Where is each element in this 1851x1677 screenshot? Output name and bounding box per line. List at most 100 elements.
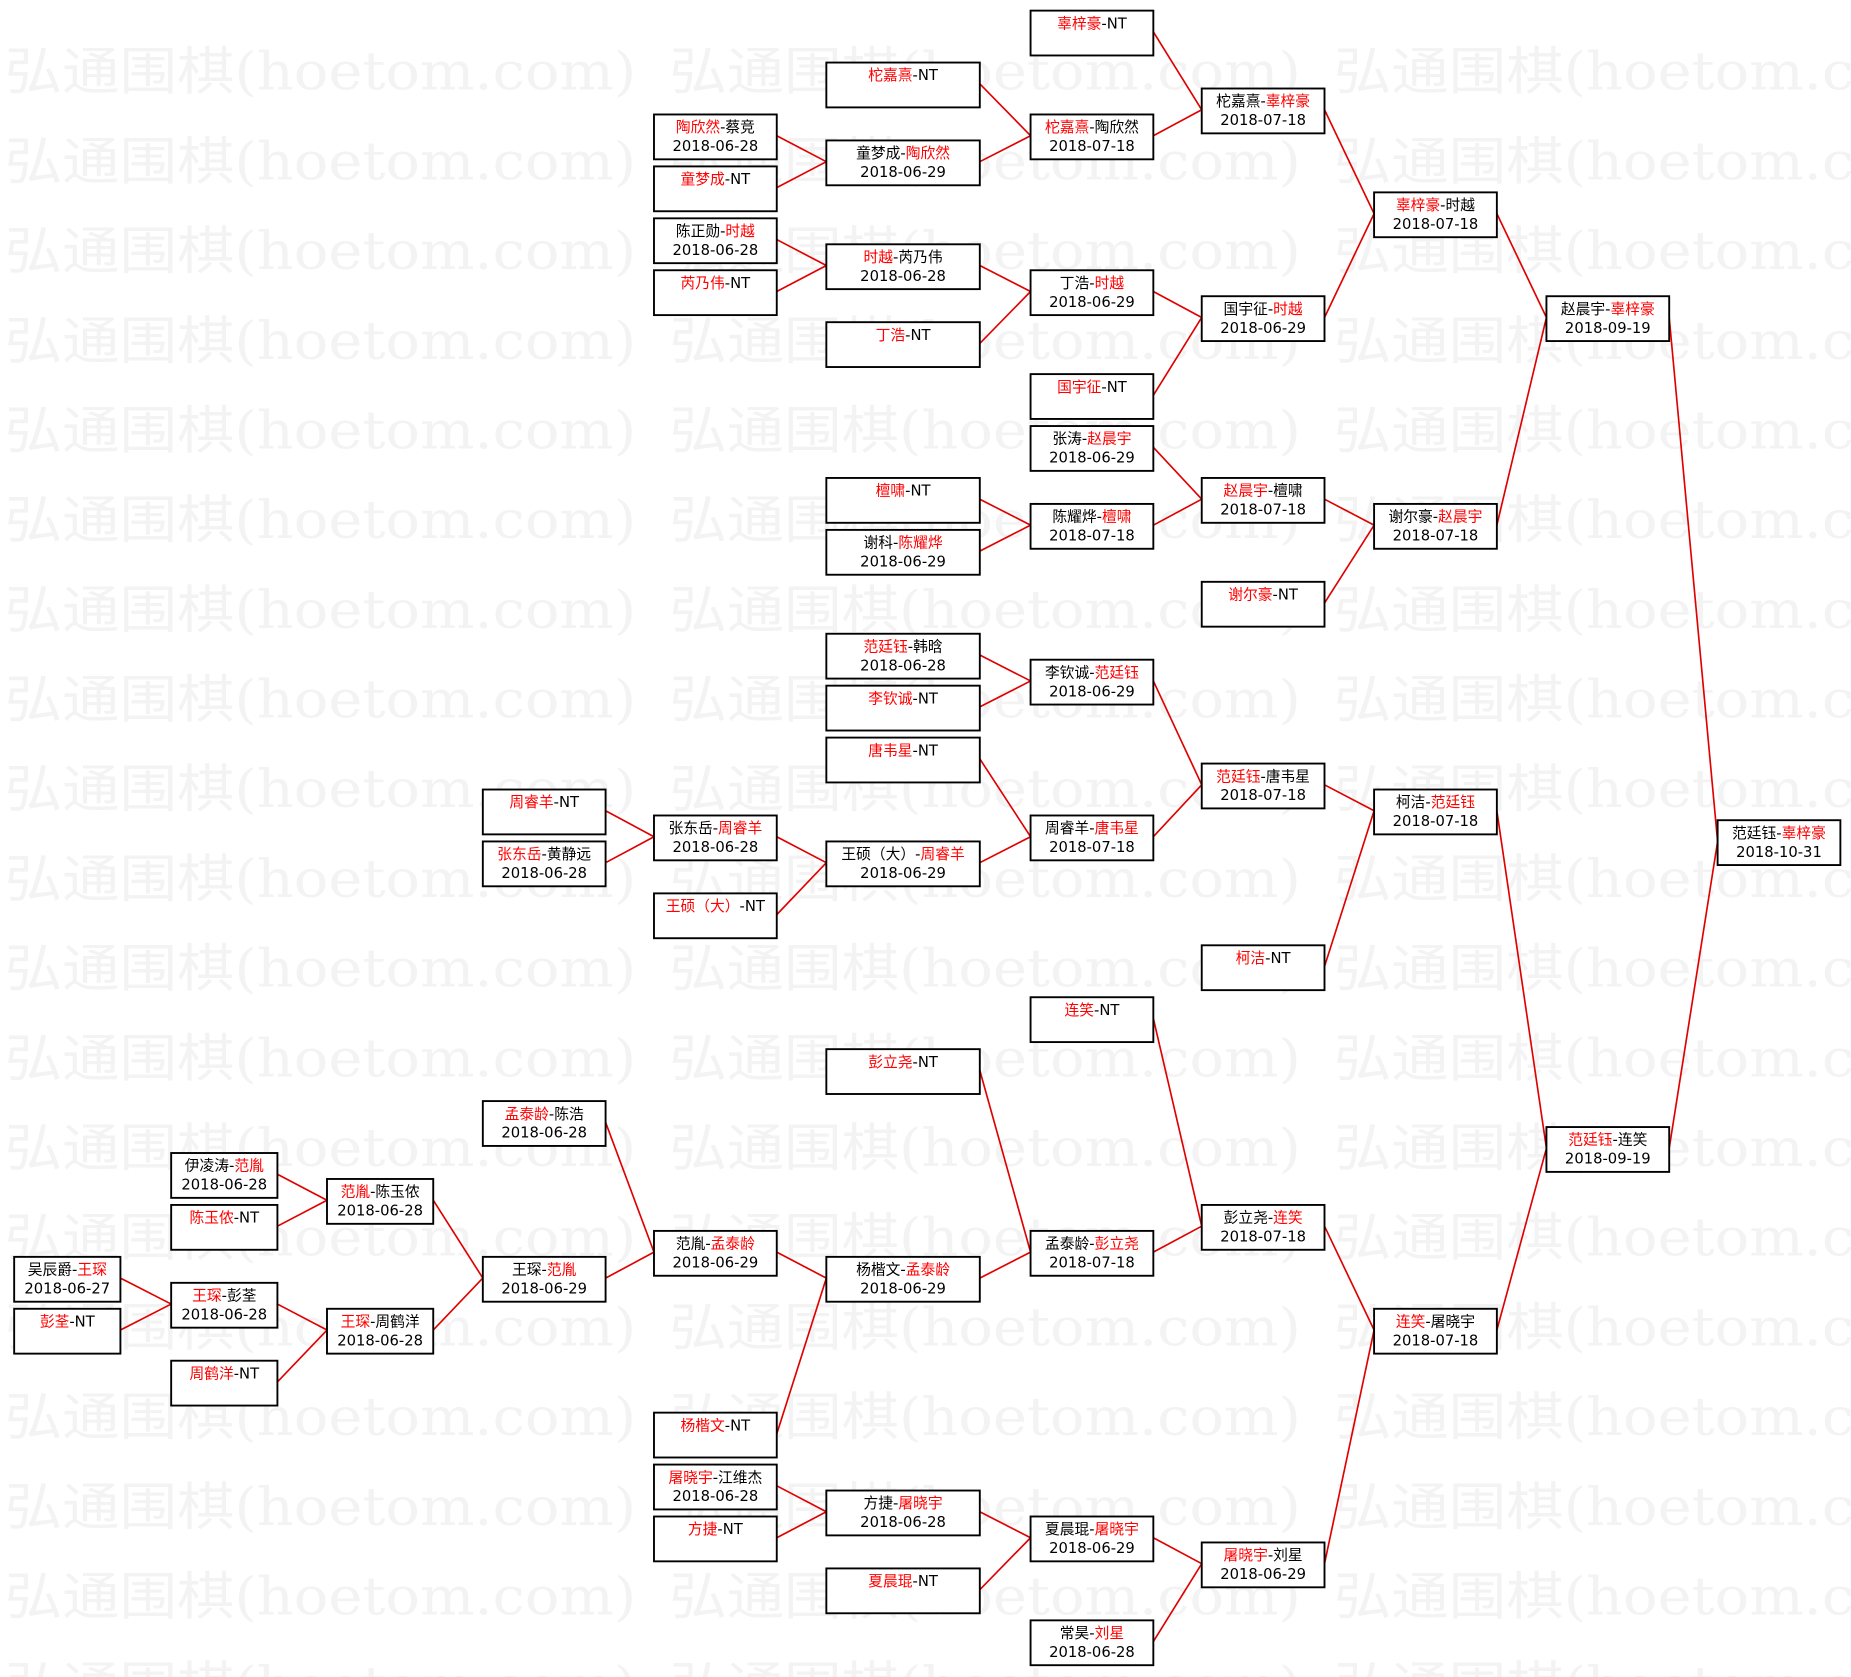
bracket-connector <box>1323 109 1375 214</box>
match-box[interactable]: 辜梓豪-时越 2018-07-18 <box>1373 191 1498 239</box>
separator: - <box>893 535 898 552</box>
match-box[interactable]: 童梦成-陶欣然 2018-06-29 <box>825 139 981 187</box>
match-box[interactable]: 陈耀烨-檀啸 2018-07-18 <box>1029 502 1155 550</box>
match-box[interactable]: 丁浩-NT <box>825 321 981 368</box>
match-box[interactable]: 连笑-屠晓宇 2018-07-18 <box>1373 1307 1498 1355</box>
match-players: 檀啸-NT <box>876 482 932 500</box>
match-box[interactable]: 陶欣然-蔡竞 2018-06-28 <box>653 113 778 161</box>
match-box[interactable]: 周鹤洋-NT <box>170 1359 279 1407</box>
match-box[interactable]: 范廷钰-韩晗 2018-06-28 <box>825 632 981 680</box>
match-date: 2018-07-18 <box>1393 1332 1479 1349</box>
match-box[interactable]: 赵晨宇-辜梓豪 2018-09-19 <box>1545 295 1671 343</box>
match-box[interactable]: 范廷钰-辜梓豪 2018-10-31 <box>1716 819 1842 866</box>
watermark-text: 弘通围棋(hoetom.com) <box>5 491 637 551</box>
match-box[interactable]: 柯洁-范廷钰 2018-07-18 <box>1373 788 1498 836</box>
match-box-frame <box>825 61 981 109</box>
match-box[interactable]: 李钦诚-范廷钰 2018-06-29 <box>1029 658 1155 706</box>
match-box[interactable]: 张东岳-黄静远 2018-06-28 <box>481 840 607 888</box>
player-1: 辜梓豪 <box>1057 15 1101 32</box>
match-box[interactable]: 赵晨宇-檀啸 2018-07-18 <box>1200 477 1326 524</box>
match-box[interactable]: 陈玉侬-NT <box>170 1203 279 1251</box>
match-box[interactable]: 童梦成-NT <box>653 165 778 213</box>
match-box-frame <box>1029 814 1155 862</box>
match-players: 丁浩-时越 <box>1060 275 1125 292</box>
player-1: 王琛 <box>341 1313 371 1330</box>
match-box[interactable]: 伊凌涛-范胤 2018-06-28 <box>170 1152 279 1199</box>
player-1: 国宇征 <box>1057 379 1102 396</box>
match-box-frame <box>825 632 981 680</box>
match-box[interactable]: 王琛-周鹤洋 2018-06-28 <box>326 1307 435 1355</box>
match-box[interactable]: 范廷钰-唐韦星 2018-07-18 <box>1200 762 1326 810</box>
bracket-connector <box>277 1173 328 1201</box>
match-box[interactable]: 谢尔豪-NT <box>1200 580 1326 628</box>
match-players: 范廷钰-辜梓豪 <box>1732 825 1826 842</box>
match-box[interactable]: 国宇征-NT <box>1029 373 1155 420</box>
bracket-connector <box>1324 784 1375 812</box>
separator: - <box>893 1495 898 1512</box>
bracket-connector <box>277 1199 328 1227</box>
match-box[interactable]: 柁嘉熹-陶欣然 2018-07-18 <box>1029 113 1155 161</box>
match-box[interactable]: 时越-芮乃伟 2018-06-28 <box>825 243 981 291</box>
player-2: 赵晨宇 <box>1087 431 1131 448</box>
match-box-frame <box>1545 1126 1671 1173</box>
match-players: 伊凌涛-范胤 <box>185 1158 264 1175</box>
match-players: 陈耀烨-檀啸 <box>1052 508 1131 526</box>
match-box[interactable]: 张涛-赵晨宇 2018-06-29 <box>1029 425 1155 472</box>
bracket-connector <box>979 1070 1032 1253</box>
match-date: 2018-06-29 <box>860 1280 946 1297</box>
match-box[interactable]: 范廷钰-连笑 2018-09-19 <box>1545 1126 1671 1173</box>
match-box[interactable]: 常昊-刘星 2018-06-28 <box>1029 1619 1155 1667</box>
match-box[interactable]: 陈正勋-时越 2018-06-28 <box>653 217 778 265</box>
match-box[interactable]: 王硕（大）-周睿羊 2018-06-29 <box>825 840 981 888</box>
player-2: 刘星 <box>1273 1547 1303 1564</box>
match-box[interactable]: 彭荃-NT <box>13 1307 122 1355</box>
match-box[interactable]: 唐韦星-NT <box>825 736 981 784</box>
bracket-connector <box>1152 498 1203 526</box>
match-box[interactable]: 屠晓宇-刘星 2018-06-29 <box>1200 1541 1326 1589</box>
match-box[interactable]: 柁嘉熹-NT <box>825 61 981 109</box>
match-box[interactable]: 夏晨琨-屠晓宇 2018-06-29 <box>1029 1515 1155 1563</box>
match-box[interactable]: 谢尔豪-赵晨宇 2018-07-18 <box>1373 502 1498 550</box>
separator: - <box>725 1417 730 1434</box>
match-players: 彭立尧-NT <box>868 1054 939 1071</box>
player-1: 芮乃伟 <box>681 275 725 292</box>
match-box[interactable]: 柁嘉熹-辜梓豪 2018-07-18 <box>1200 87 1326 135</box>
match-box[interactable]: 范胤-陈玉侬 2018-06-28 <box>326 1178 435 1225</box>
player-2: NT <box>239 1365 260 1382</box>
match-date: 2018-07-18 <box>1220 787 1306 804</box>
match-box[interactable]: 彭立尧-连笑 2018-07-18 <box>1200 1203 1326 1251</box>
match-box[interactable]: 柯洁-NT <box>1200 944 1326 992</box>
match-box-frame <box>1029 1619 1155 1667</box>
match-box[interactable]: 连笑-NT <box>1029 996 1155 1044</box>
match-box[interactable]: 周睿羊-唐韦星 2018-07-18 <box>1029 814 1155 862</box>
match-box[interactable]: 张东岳-周睿羊 2018-06-28 <box>653 814 778 862</box>
match-box[interactable]: 方捷-NT <box>653 1515 778 1563</box>
match-box[interactable]: 周睿羊-NT <box>481 788 607 836</box>
match-box[interactable]: 丁浩-时越 2018-06-29 <box>1029 269 1155 317</box>
match-box[interactable]: 王硕（大）-NT <box>653 892 778 940</box>
match-box-frame <box>1029 658 1155 706</box>
match-box[interactable]: 杨楷文-NT <box>653 1411 778 1459</box>
match-box[interactable]: 彭立尧-NT <box>825 1048 981 1095</box>
match-box[interactable]: 檀啸-NT <box>825 477 981 524</box>
match-box-frame <box>1029 269 1155 317</box>
match-box[interactable]: 夏晨琨-NT <box>825 1567 981 1615</box>
player-2: NT <box>910 327 931 344</box>
match-box[interactable]: 芮乃伟-NT <box>653 269 778 317</box>
match-box[interactable]: 孟泰龄-陈浩 2018-06-28 <box>481 1100 607 1147</box>
player-2: 檀啸 <box>1273 482 1303 500</box>
separator: - <box>913 690 918 707</box>
player-1: 彭立尧 <box>868 1054 912 1071</box>
match-box[interactable]: 方捷-屠晓宇 2018-06-28 <box>825 1489 981 1537</box>
match-box[interactable]: 李钦诚-NT <box>825 684 981 732</box>
match-box[interactable]: 辜梓豪-NT <box>1029 9 1155 57</box>
match-box[interactable]: 屠晓宇-江维杰 2018-06-28 <box>653 1463 778 1511</box>
match-box[interactable]: 国宇征-时越 2018-06-29 <box>1200 295 1326 343</box>
